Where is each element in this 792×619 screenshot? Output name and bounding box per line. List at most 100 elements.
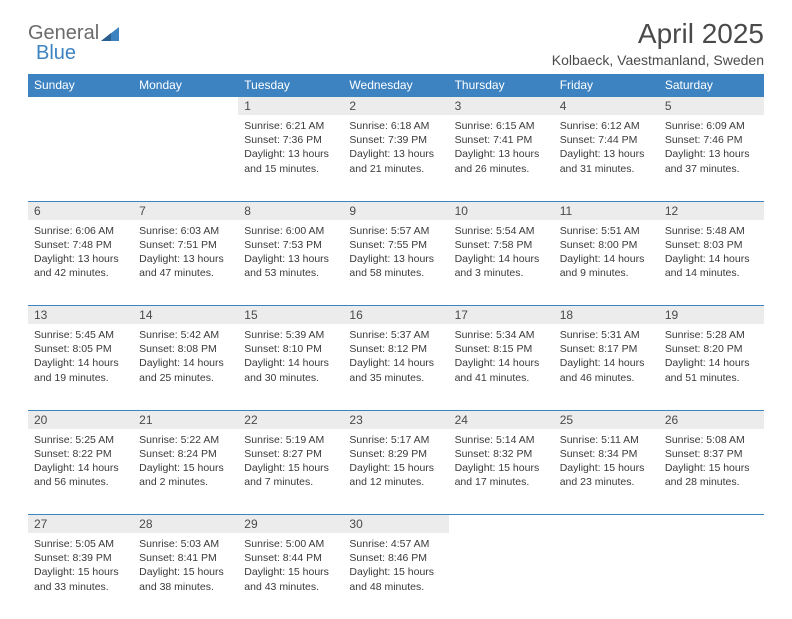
week-number-row: 27282930: [28, 515, 764, 534]
location-text: Kolbaeck, Vaestmanland, Sweden: [552, 52, 764, 68]
day-details: Sunrise: 5:05 AMSunset: 8:39 PMDaylight:…: [32, 535, 129, 594]
day-number: 11: [554, 202, 659, 220]
day-cell: Sunrise: 6:06 AMSunset: 7:48 PMDaylight:…: [28, 220, 133, 306]
day-cell: Sunrise: 5:51 AMSunset: 8:00 PMDaylight:…: [554, 220, 659, 306]
day-cell: [554, 533, 659, 619]
day-cell: Sunrise: 5:57 AMSunset: 7:55 PMDaylight:…: [343, 220, 448, 306]
logo-triangle-icon: [101, 25, 121, 43]
day-number: 12: [659, 202, 764, 220]
day-cell: Sunrise: 5:54 AMSunset: 7:58 PMDaylight:…: [449, 220, 554, 306]
day-number: 7: [133, 202, 238, 220]
day-number: 28: [133, 515, 238, 533]
day-details: Sunrise: 5:39 AMSunset: 8:10 PMDaylight:…: [242, 326, 339, 385]
day-details: Sunrise: 6:21 AMSunset: 7:36 PMDaylight:…: [242, 117, 339, 176]
day-number: [659, 515, 764, 519]
day-number: 20: [28, 411, 133, 429]
day-header: Wednesday: [343, 74, 448, 97]
title-block: April 2025 Kolbaeck, Vaestmanland, Swede…: [552, 18, 764, 68]
day-cell: Sunrise: 5:03 AMSunset: 8:41 PMDaylight:…: [133, 533, 238, 619]
day-cell: [659, 533, 764, 619]
week-number-row: 20212223242526: [28, 410, 764, 429]
day-number: 8: [238, 202, 343, 220]
week-content-row: Sunrise: 6:21 AMSunset: 7:36 PMDaylight:…: [28, 115, 764, 201]
day-cell: Sunrise: 5:17 AMSunset: 8:29 PMDaylight:…: [343, 429, 448, 515]
day-number: [28, 97, 133, 101]
day-cell: Sunrise: 6:00 AMSunset: 7:53 PMDaylight:…: [238, 220, 343, 306]
day-details: Sunrise: 6:06 AMSunset: 7:48 PMDaylight:…: [32, 222, 129, 281]
day-cell: Sunrise: 4:57 AMSunset: 8:46 PMDaylight:…: [343, 533, 448, 619]
day-number: 2: [343, 97, 448, 115]
day-cell: Sunrise: 5:28 AMSunset: 8:20 PMDaylight:…: [659, 324, 764, 410]
day-header-row: Sunday Monday Tuesday Wednesday Thursday…: [28, 74, 764, 97]
day-number: 9: [343, 202, 448, 220]
day-details: Sunrise: 5:34 AMSunset: 8:15 PMDaylight:…: [453, 326, 550, 385]
day-cell: Sunrise: 6:03 AMSunset: 7:51 PMDaylight:…: [133, 220, 238, 306]
day-number: 6: [28, 202, 133, 220]
day-cell: Sunrise: 5:31 AMSunset: 8:17 PMDaylight:…: [554, 324, 659, 410]
day-cell: Sunrise: 5:48 AMSunset: 8:03 PMDaylight:…: [659, 220, 764, 306]
day-header: Sunday: [28, 74, 133, 97]
day-number: [554, 515, 659, 519]
day-cell: Sunrise: 5:11 AMSunset: 8:34 PMDaylight:…: [554, 429, 659, 515]
day-number: 13: [28, 306, 133, 324]
day-header: Monday: [133, 74, 238, 97]
calendar-table: Sunday Monday Tuesday Wednesday Thursday…: [28, 74, 764, 619]
day-number: 21: [133, 411, 238, 429]
day-details: Sunrise: 6:18 AMSunset: 7:39 PMDaylight:…: [347, 117, 444, 176]
day-cell: Sunrise: 5:05 AMSunset: 8:39 PMDaylight:…: [28, 533, 133, 619]
day-header: Thursday: [449, 74, 554, 97]
day-cell: Sunrise: 5:00 AMSunset: 8:44 PMDaylight:…: [238, 533, 343, 619]
week-content-row: Sunrise: 5:25 AMSunset: 8:22 PMDaylight:…: [28, 429, 764, 515]
month-title: April 2025: [552, 18, 764, 50]
day-cell: [449, 533, 554, 619]
day-number: 26: [659, 411, 764, 429]
day-details: Sunrise: 6:03 AMSunset: 7:51 PMDaylight:…: [137, 222, 234, 281]
day-cell: Sunrise: 5:42 AMSunset: 8:08 PMDaylight:…: [133, 324, 238, 410]
day-number: 27: [28, 515, 133, 533]
day-cell: [133, 115, 238, 201]
day-details: Sunrise: 5:08 AMSunset: 8:37 PMDaylight:…: [663, 431, 760, 490]
day-cell: Sunrise: 5:19 AMSunset: 8:27 PMDaylight:…: [238, 429, 343, 515]
day-details: Sunrise: 5:51 AMSunset: 8:00 PMDaylight:…: [558, 222, 655, 281]
day-cell: Sunrise: 5:14 AMSunset: 8:32 PMDaylight:…: [449, 429, 554, 515]
day-details: Sunrise: 5:14 AMSunset: 8:32 PMDaylight:…: [453, 431, 550, 490]
week-number-row: 12345: [28, 97, 764, 116]
day-number: 15: [238, 306, 343, 324]
day-details: Sunrise: 5:03 AMSunset: 8:41 PMDaylight:…: [137, 535, 234, 594]
week-number-row: 13141516171819: [28, 306, 764, 325]
day-cell: Sunrise: 5:25 AMSunset: 8:22 PMDaylight:…: [28, 429, 133, 515]
day-details: Sunrise: 5:00 AMSunset: 8:44 PMDaylight:…: [242, 535, 339, 594]
day-cell: Sunrise: 6:15 AMSunset: 7:41 PMDaylight:…: [449, 115, 554, 201]
day-details: Sunrise: 5:48 AMSunset: 8:03 PMDaylight:…: [663, 222, 760, 281]
day-details: Sunrise: 6:12 AMSunset: 7:44 PMDaylight:…: [558, 117, 655, 176]
day-details: Sunrise: 5:45 AMSunset: 8:05 PMDaylight:…: [32, 326, 129, 385]
day-cell: Sunrise: 6:09 AMSunset: 7:46 PMDaylight:…: [659, 115, 764, 201]
day-cell: Sunrise: 5:08 AMSunset: 8:37 PMDaylight:…: [659, 429, 764, 515]
day-details: Sunrise: 5:11 AMSunset: 8:34 PMDaylight:…: [558, 431, 655, 490]
day-number: 10: [449, 202, 554, 220]
day-cell: Sunrise: 6:12 AMSunset: 7:44 PMDaylight:…: [554, 115, 659, 201]
day-number: 19: [659, 306, 764, 324]
day-cell: Sunrise: 6:18 AMSunset: 7:39 PMDaylight:…: [343, 115, 448, 201]
header: General April 2025 Kolbaeck, Vaestmanlan…: [28, 18, 764, 68]
day-details: Sunrise: 5:25 AMSunset: 8:22 PMDaylight:…: [32, 431, 129, 490]
day-number: 3: [449, 97, 554, 115]
day-details: Sunrise: 5:57 AMSunset: 7:55 PMDaylight:…: [347, 222, 444, 281]
day-details: Sunrise: 4:57 AMSunset: 8:46 PMDaylight:…: [347, 535, 444, 594]
day-details: Sunrise: 5:22 AMSunset: 8:24 PMDaylight:…: [137, 431, 234, 490]
day-details: Sunrise: 5:31 AMSunset: 8:17 PMDaylight:…: [558, 326, 655, 385]
day-cell: Sunrise: 5:37 AMSunset: 8:12 PMDaylight:…: [343, 324, 448, 410]
day-number: 16: [343, 306, 448, 324]
day-cell: [28, 115, 133, 201]
day-details: Sunrise: 5:28 AMSunset: 8:20 PMDaylight:…: [663, 326, 760, 385]
day-cell: Sunrise: 6:21 AMSunset: 7:36 PMDaylight:…: [238, 115, 343, 201]
day-number: 30: [343, 515, 448, 533]
logo-text-blue: Blue: [36, 42, 76, 65]
day-cell: Sunrise: 5:45 AMSunset: 8:05 PMDaylight:…: [28, 324, 133, 410]
day-details: Sunrise: 6:15 AMSunset: 7:41 PMDaylight:…: [453, 117, 550, 176]
day-header: Saturday: [659, 74, 764, 97]
day-number: 4: [554, 97, 659, 115]
day-number: 23: [343, 411, 448, 429]
day-details: Sunrise: 5:37 AMSunset: 8:12 PMDaylight:…: [347, 326, 444, 385]
day-number: 22: [238, 411, 343, 429]
